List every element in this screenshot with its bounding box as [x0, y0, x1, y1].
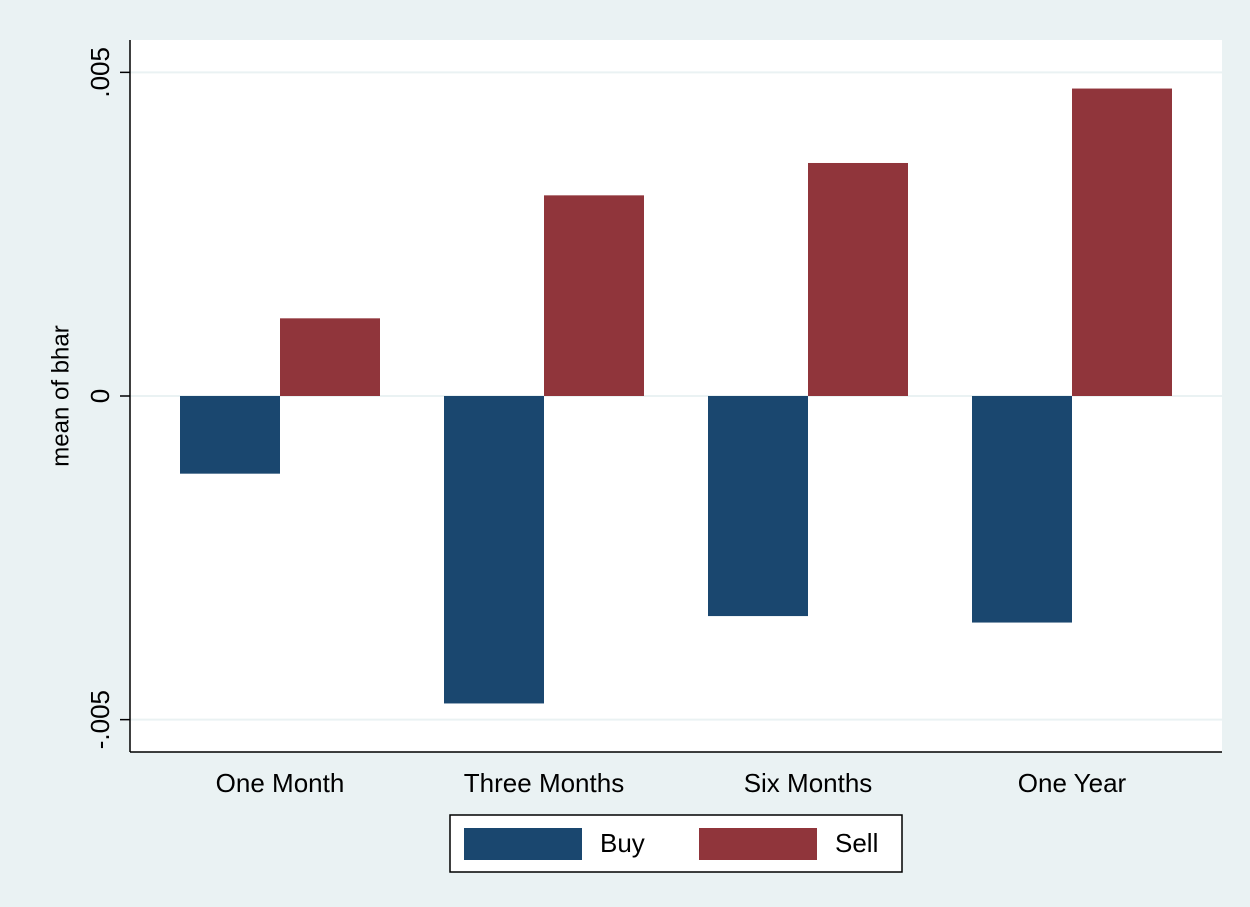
bar: [972, 396, 1072, 623]
legend-swatch: [464, 828, 582, 860]
bar: [180, 396, 280, 474]
bar: [280, 318, 380, 396]
bar: [1072, 88, 1172, 396]
bar: [444, 396, 544, 704]
bar: [544, 195, 644, 396]
legend-label: Buy: [600, 828, 645, 858]
y-tick-label: .005: [85, 47, 115, 98]
bar: [808, 162, 908, 396]
x-tick-label: One Year: [1018, 768, 1127, 798]
y-tick-label: -.005: [85, 690, 115, 749]
bar: [708, 396, 808, 617]
x-tick-label: One Month: [216, 768, 345, 798]
y-axis-label: mean of bhar: [47, 325, 74, 466]
legend-label: Sell: [835, 828, 878, 858]
legend-swatch: [699, 828, 817, 860]
x-tick-label: Six Months: [744, 768, 873, 798]
y-tick-label: 0: [85, 389, 115, 403]
x-tick-label: Three Months: [464, 768, 624, 798]
